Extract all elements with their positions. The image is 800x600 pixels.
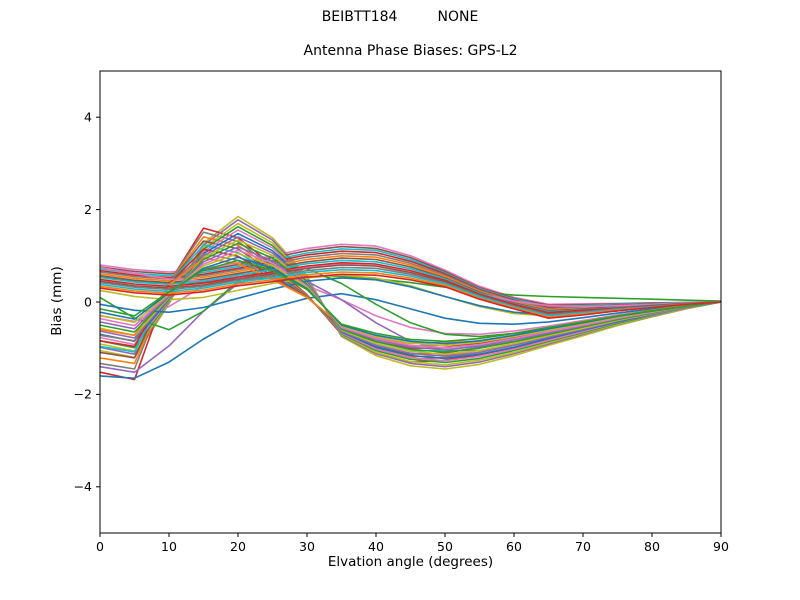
x-axis-label: Elvation angle (degrees) — [327, 554, 494, 570]
chart-title: Antenna Phase Biases: GPS-L2 — [303, 43, 518, 59]
y-tick-label: 0 — [84, 294, 92, 309]
y-tick-label: −2 — [74, 387, 92, 402]
x-tick-label: 70 — [575, 539, 591, 554]
series-line — [99, 240, 722, 359]
series-line — [99, 292, 722, 380]
x-tick-label: 40 — [368, 539, 384, 554]
series-line — [99, 266, 722, 316]
x-tick-label: 80 — [644, 539, 660, 554]
x-tick-label: 90 — [713, 539, 729, 554]
series-line — [99, 273, 722, 320]
x-tick-label: 60 — [506, 539, 522, 554]
y-tick-label: 4 — [84, 110, 92, 125]
series-line — [99, 248, 722, 308]
series-line — [99, 259, 722, 343]
series-line — [99, 222, 722, 366]
x-tick-label: 50 — [437, 539, 453, 554]
series-line — [99, 257, 722, 312]
series-line — [99, 215, 722, 370]
x-tick-label: 20 — [230, 539, 246, 554]
x-tick-label: 0 — [96, 539, 104, 554]
series-line — [99, 249, 722, 349]
series-line — [99, 242, 722, 353]
series-line — [99, 252, 722, 347]
figure-suptitle: BEIBTT184 NONE — [321, 9, 479, 25]
y-axis-label: Bias (mm) — [49, 266, 65, 336]
x-tick-label: 30 — [299, 539, 315, 554]
y-tick-label: −4 — [74, 479, 92, 494]
x-tick-label: 10 — [161, 539, 177, 554]
axes-frame — [99, 70, 722, 534]
y-tick-label: 2 — [84, 202, 92, 217]
